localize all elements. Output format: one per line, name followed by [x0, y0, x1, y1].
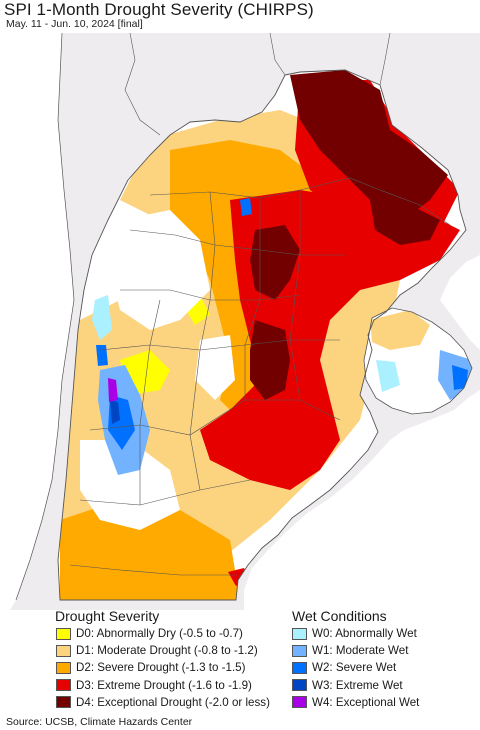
swatch-w4 [292, 696, 307, 709]
pacific-ocean [0, 33, 74, 610]
legend-wet-list: W0: Abnormally Wet W1: Moderate Wet W2: … [292, 625, 419, 711]
north-border [124, 33, 391, 136]
swatch-d1 [56, 644, 71, 657]
legend-wet-title: Wet Conditions [292, 608, 387, 624]
legend-drought-list: D0: Abnormally Dry (-0.5 to -0.7) D1: Mo… [56, 625, 270, 711]
region-outline [57, 69, 467, 601]
legend-drought-title: Drought Severity [55, 608, 160, 624]
source-credit: Source: UCSB, Climate Hazards Center [6, 716, 193, 728]
swatch-w0 [292, 627, 307, 640]
legend-item-d2: D2: Severe Drought (-1.3 to -1.5) [56, 659, 270, 676]
swatch-w2 [292, 661, 307, 674]
legend-item-w3: W3: Extreme Wet [292, 677, 419, 694]
map-subtitle: May. 11 - Jun. 10, 2024 [final] [6, 18, 143, 30]
swatch-w3 [292, 679, 307, 692]
map-title: SPI 1-Month Drought Severity (CHIRPS) [4, 0, 314, 19]
drought-map [0, 33, 480, 610]
legend-item-w0: W0: Abnormally Wet [292, 625, 419, 642]
atlantic-ocean [244, 255, 480, 610]
swatch-w1 [292, 644, 307, 657]
swatch-d2 [56, 661, 71, 674]
swatch-d3 [56, 679, 71, 692]
andes-border [15, 33, 75, 601]
province-borders [69, 177, 451, 576]
legend-item-d4: D4: Exceptional Drought (-2.0 or less) [56, 694, 270, 711]
legend-item-d1: D1: Moderate Drought (-0.8 to -1.2) [56, 642, 270, 659]
legend-item-w1: W1: Moderate Wet [292, 642, 419, 659]
legend-item-w4: W4: Exceptional Wet [292, 694, 419, 711]
legend-item-d3: D3: Extreme Drought (-1.6 to -1.9) [56, 677, 270, 694]
swatch-d4 [56, 696, 71, 709]
legend-item-d0: D0: Abnormally Dry (-0.5 to -0.7) [56, 625, 270, 642]
swatch-d0 [56, 627, 71, 640]
legend-item-w2: W2: Severe Wet [292, 659, 419, 676]
